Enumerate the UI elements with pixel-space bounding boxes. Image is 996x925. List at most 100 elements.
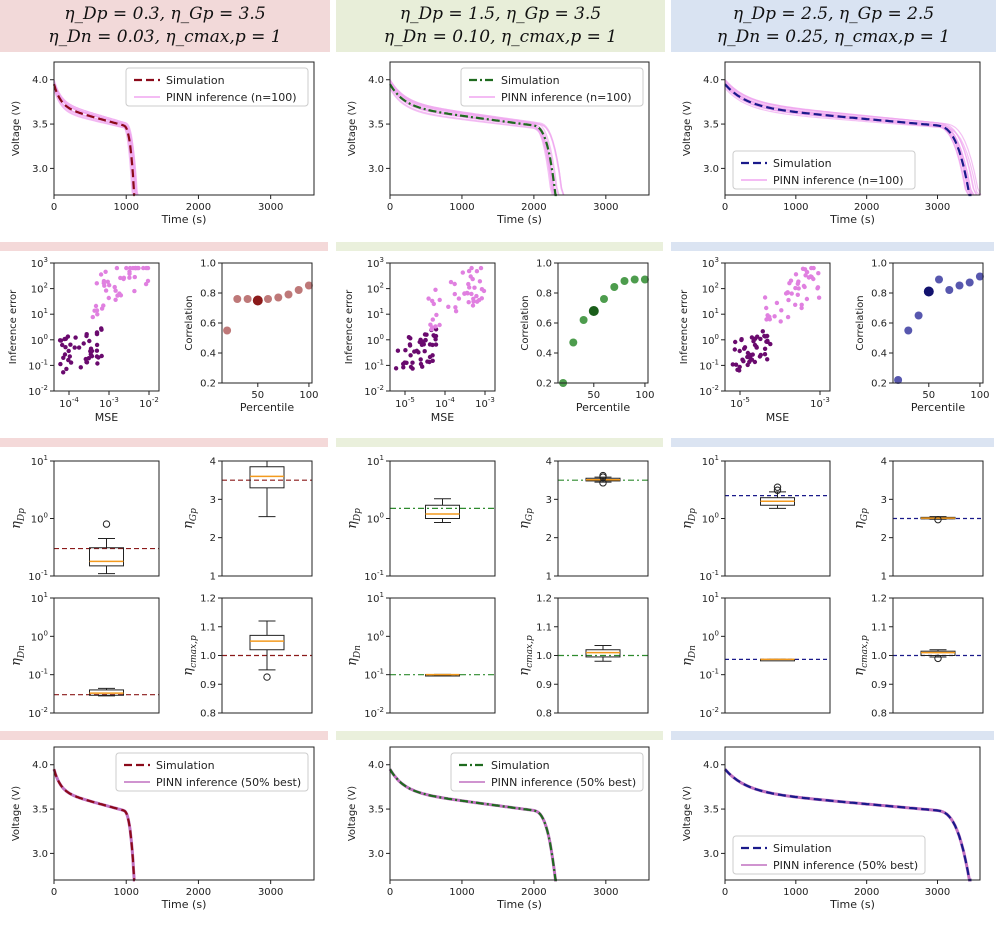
box-panel: 1 2 3 4 ηGp (517, 457, 649, 583)
other-point (767, 317, 772, 322)
best-point (433, 342, 439, 347)
y-tick-label: 10-1 (364, 668, 384, 682)
legend (115, 752, 309, 792)
other-point (474, 293, 479, 299)
pinn-curve (53, 81, 137, 196)
other-point (114, 265, 120, 271)
correlation-point (304, 281, 313, 290)
box (249, 634, 285, 651)
other-point (804, 296, 810, 302)
other-point (433, 287, 438, 292)
other-point (430, 298, 435, 304)
y-axis-label: Inference error (8, 289, 19, 364)
box-panel: 10-2 10-1 100 101 ηDn (9, 591, 160, 720)
best-point (745, 350, 751, 356)
x-tick-label: 3000 (258, 887, 283, 898)
legend (460, 67, 644, 107)
box-panel: 1 2 3 4 ηGp (852, 457, 984, 583)
y-axis-label: Voltage (V) (682, 786, 693, 841)
other-point (470, 303, 476, 308)
x-axis-label: Time (s) (161, 898, 207, 911)
other-point (437, 297, 442, 303)
other-point (112, 284, 117, 290)
y-tick-label: 1.1 (200, 622, 216, 633)
x-tick-label: 0 (387, 202, 393, 213)
y-tick-label: 10-2 (364, 384, 384, 398)
box-panel: 10-2 10-1 100 101 ηDn (680, 591, 831, 720)
best-point (64, 366, 69, 372)
legend-label-pinn: PINN inference (n=100) (773, 174, 904, 187)
box-panel: 10-1 100 101 ηDp (9, 454, 160, 583)
box-panel: 10-2 10-1 100 101 ηDn (345, 591, 496, 720)
best-point (94, 331, 100, 337)
y-tick-label: 100 (367, 512, 384, 526)
other-point (793, 272, 799, 277)
legend-label-simulation: Simulation (491, 759, 550, 772)
parameter-label: ηGp (517, 508, 535, 529)
best-point (86, 356, 92, 361)
best-point (401, 365, 406, 370)
axes-frame (389, 262, 496, 392)
correlation-point (579, 316, 588, 324)
other-point (113, 297, 118, 302)
best-point (745, 354, 750, 360)
pinn-curve (724, 82, 972, 196)
other-point (474, 269, 480, 274)
correlation-point (904, 326, 913, 335)
other-point (772, 314, 777, 319)
simulation-curve (389, 768, 557, 882)
best-point (733, 339, 738, 345)
x-tick-label: 2000 (186, 887, 211, 898)
y-tick-label: 3.0 (368, 849, 384, 860)
other-point (428, 322, 433, 327)
other-point (809, 274, 814, 280)
best-point (408, 353, 413, 358)
x-tick-label: 3000 (593, 202, 618, 213)
other-point (795, 292, 800, 297)
y-tick-label: 0.6 (871, 319, 887, 330)
y-tick-label: 10-1 (699, 358, 719, 372)
other-point (477, 279, 483, 284)
legend (450, 752, 644, 792)
other-point (105, 279, 111, 284)
y-tick-label: 3 (546, 495, 552, 506)
x-axis-label: MSE (431, 411, 454, 424)
correlation-point (640, 275, 649, 284)
parameter-label: ηcmax,p (181, 635, 199, 676)
best-point (419, 342, 425, 347)
correlation-panel: 0.2 0.4 0.6 0.8 1.0 50 100 Percentile Correlatio… (855, 259, 989, 415)
voltage-panel: 0 1000 2000 3000 3.0 3.5 4.0 Time (s) Voltage (V… (682, 61, 982, 226)
best-point (393, 366, 399, 371)
y-axis-label: Voltage (V) (347, 786, 358, 841)
x-tick-label: 10-2 (139, 396, 159, 410)
correlation-point (294, 286, 303, 294)
other-point (98, 272, 104, 277)
other-point (765, 313, 770, 318)
best-point (422, 349, 427, 354)
column-header-1: η_Dp = 0.3, η_Gp = 3.5 η_Dn = 0.03, η_cma… (0, 0, 330, 52)
other-point (802, 284, 807, 290)
y-tick-label: 0.2 (200, 379, 216, 390)
y-tick-label: 2 (546, 533, 552, 544)
y-tick-label: 0.8 (200, 709, 216, 720)
best-point (418, 337, 423, 342)
y-tick-label: 4.0 (368, 75, 384, 86)
x-tick-label: 1000 (113, 887, 138, 898)
other-point (426, 296, 431, 301)
best-point (755, 334, 760, 339)
best-point (733, 362, 739, 367)
other-point (774, 300, 780, 306)
y-tick-label: 0.8 (871, 289, 887, 300)
other-point (143, 281, 149, 287)
pinn-curve (53, 88, 137, 196)
box (89, 547, 124, 567)
x-tick-label: 100 (635, 390, 654, 401)
best-point (740, 357, 745, 362)
y-tick-label: 4 (546, 457, 552, 468)
other-point (99, 306, 105, 311)
column-header-2: η_Dp = 1.5, η_Gp = 3.5 η_Dn = 0.10, η_cma… (336, 0, 665, 52)
header-line-2: η_Dn = 0.25, η_cmax,p = 1 (716, 27, 951, 47)
best-point (94, 348, 100, 353)
x-tick-label: 3000 (258, 202, 283, 213)
x-tick-label: 10-4 (435, 396, 455, 410)
